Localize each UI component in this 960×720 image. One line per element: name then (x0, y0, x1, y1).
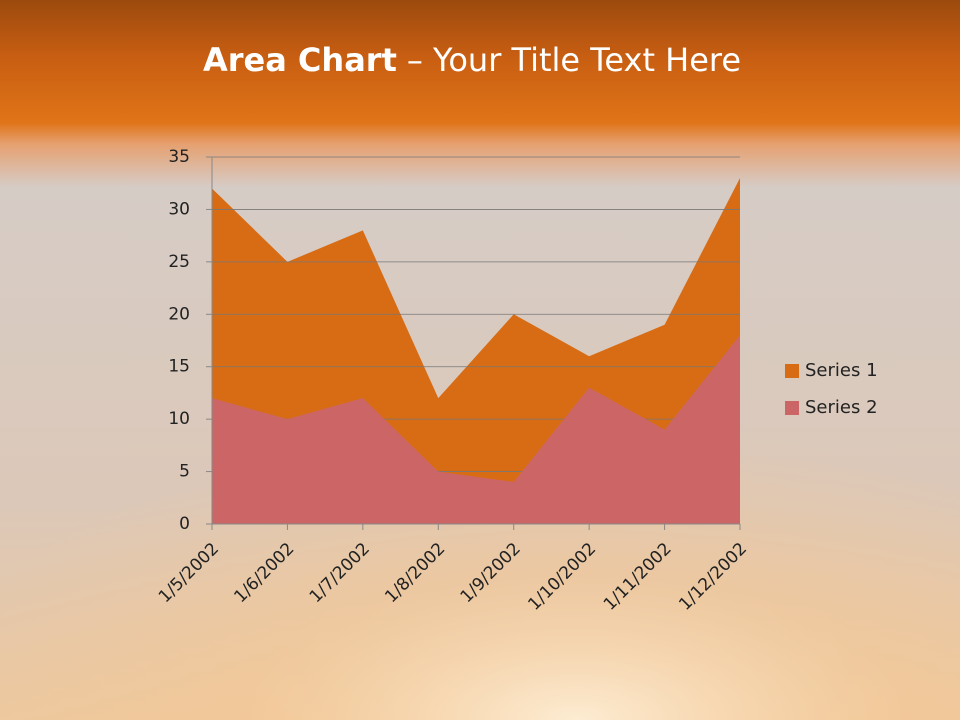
legend-swatch (785, 401, 799, 415)
slide-title: Area Chart – Your Title Text Here (203, 41, 741, 79)
title-rest: – Your Title Text Here (407, 41, 741, 79)
y-tick-label: 30 (168, 199, 190, 219)
title-bold: Area Chart (203, 41, 397, 79)
legend-swatch (785, 364, 799, 378)
y-tick-label: 0 (179, 514, 190, 534)
legend-label: Series 2 (805, 397, 878, 418)
legend-label: Series 1 (805, 360, 878, 381)
y-tick-label: 10 (168, 409, 190, 429)
area (212, 335, 740, 524)
y-tick-label: 15 (168, 357, 190, 377)
y-tick-label: 5 (179, 462, 190, 482)
y-tick-label: 25 (168, 252, 190, 272)
y-tick-label: 20 (168, 304, 190, 324)
y-tick-label: 35 (168, 147, 190, 167)
